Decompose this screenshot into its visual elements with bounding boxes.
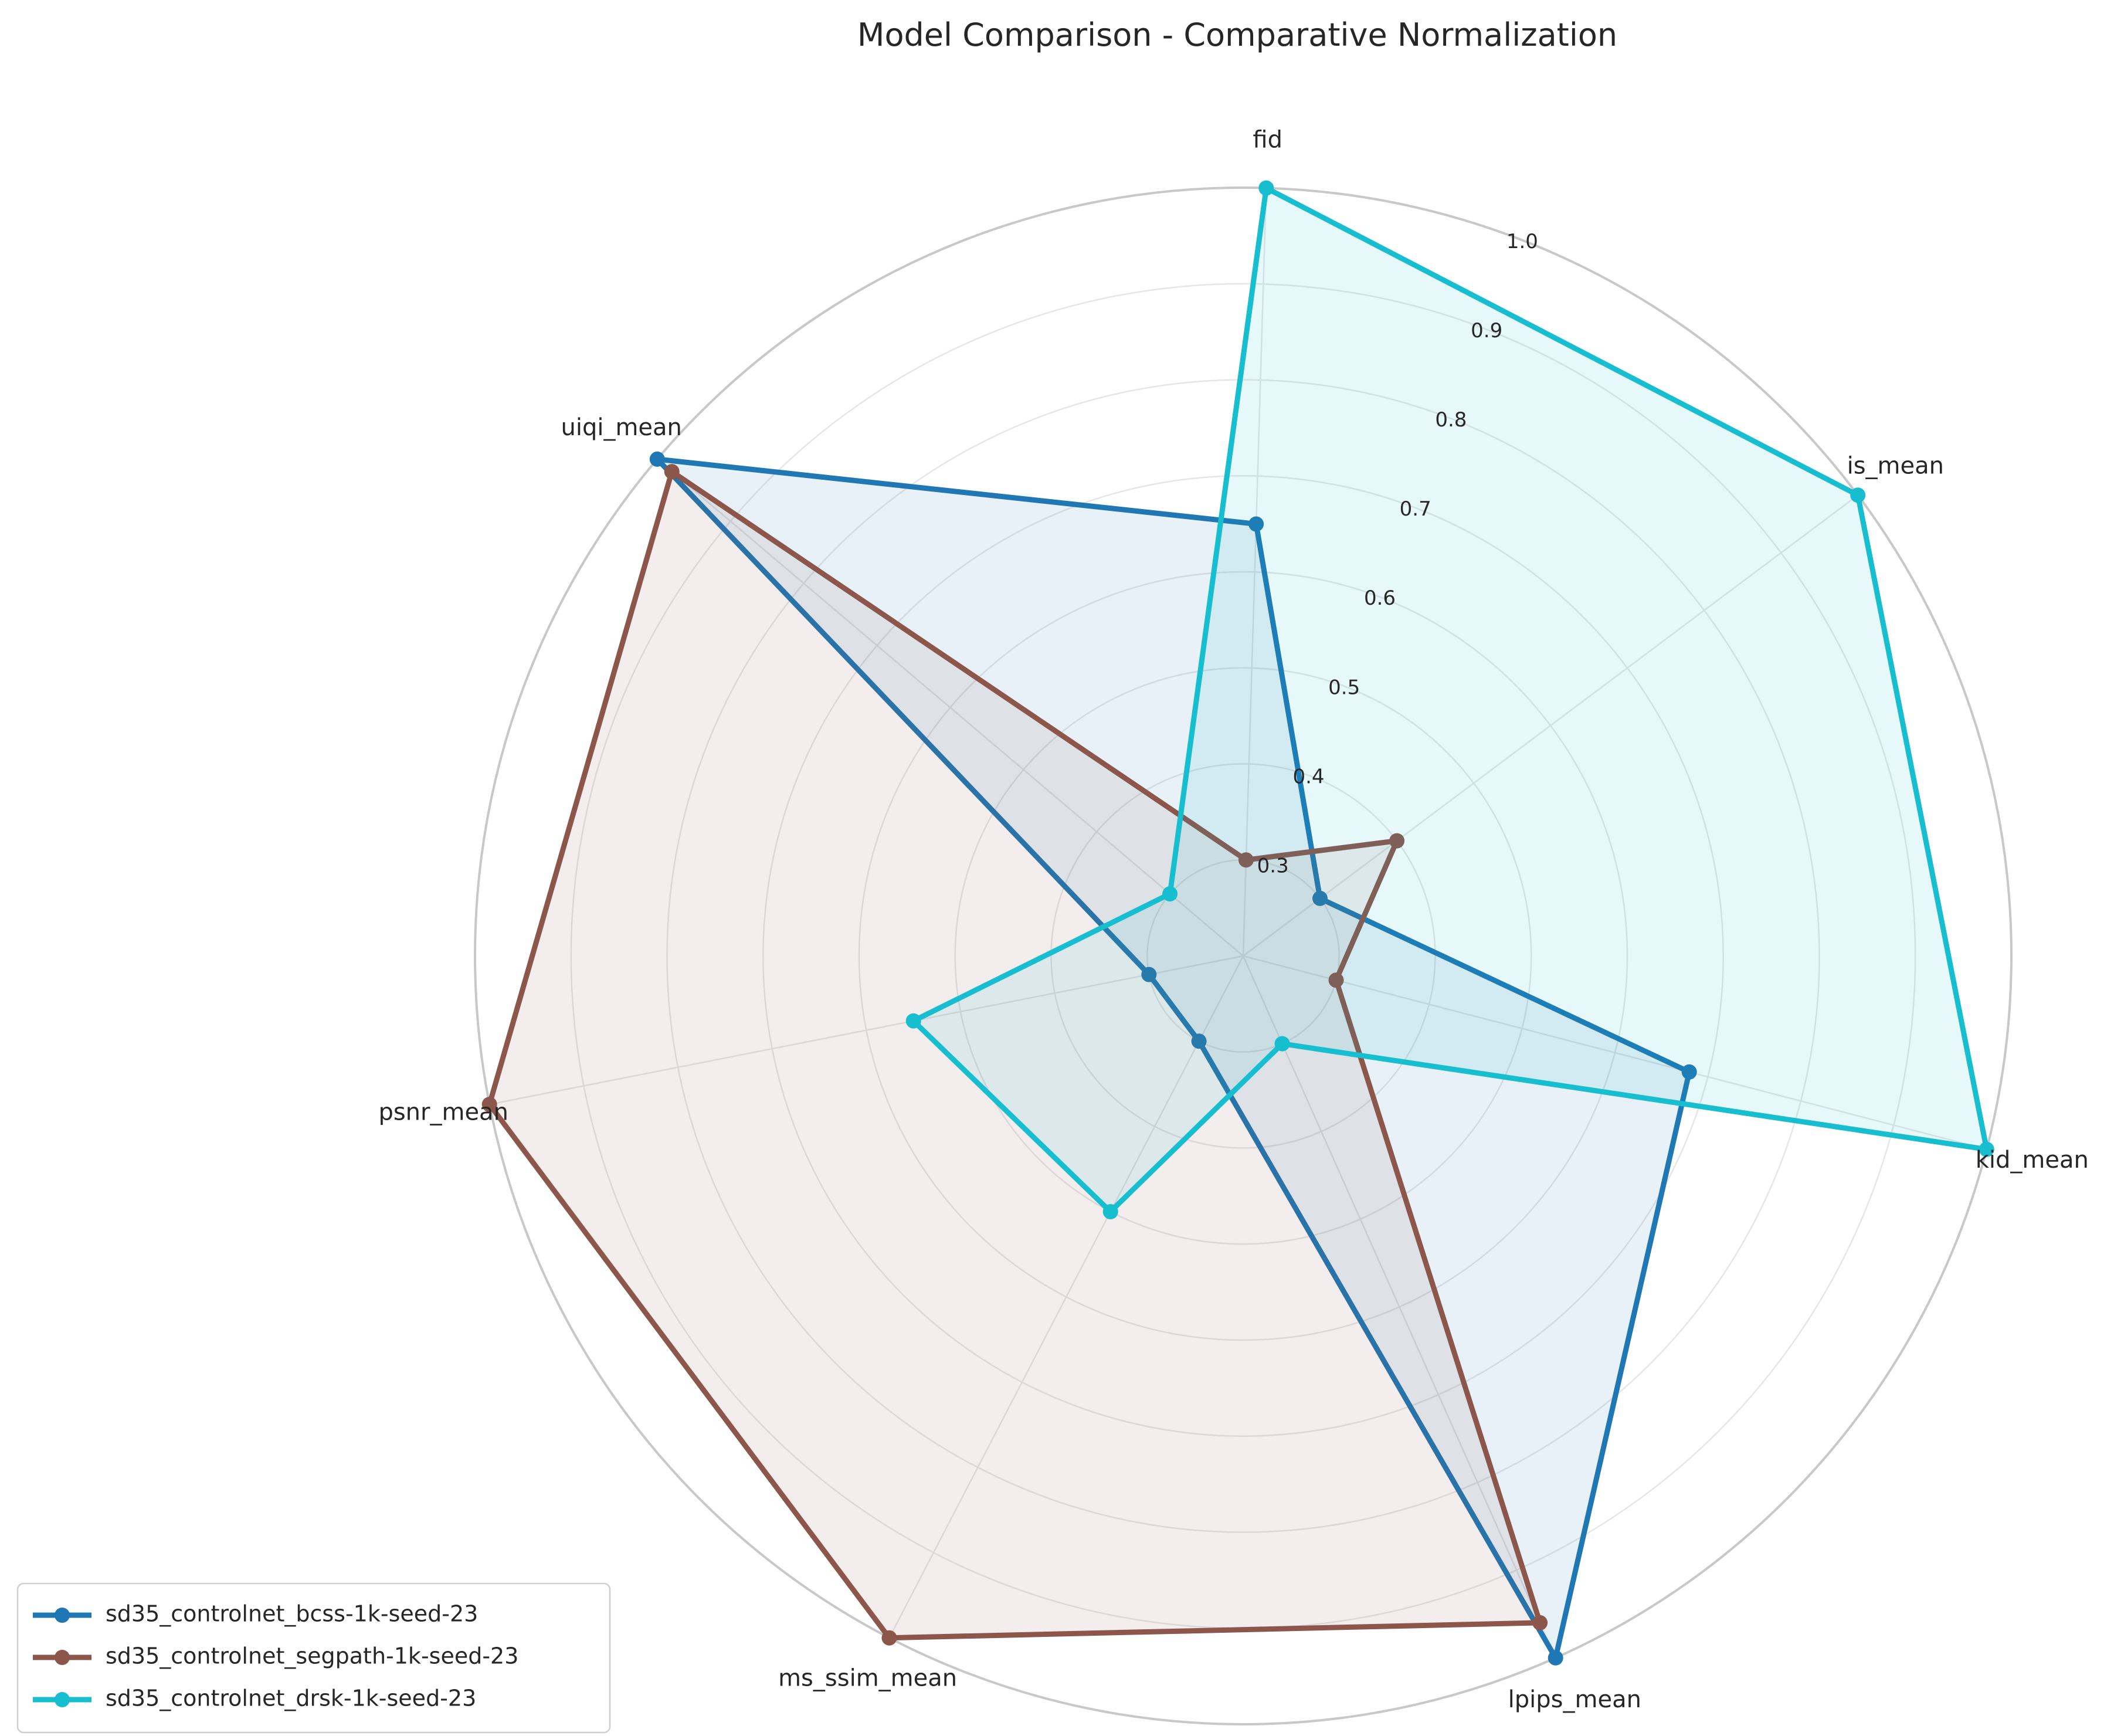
series-point xyxy=(1312,890,1328,906)
legend-entry-label: sd35_controlnet_drsk-1k-seed-23 xyxy=(106,1686,476,1711)
series-area xyxy=(913,188,1987,1212)
axis-label: kid_mean xyxy=(1976,1147,2089,1174)
axis-label: psnr_mean xyxy=(378,1099,508,1126)
series-point xyxy=(1548,1650,1563,1666)
axis-label: ms_ssim_mean xyxy=(778,1665,957,1692)
series-line xyxy=(486,467,1544,1641)
series-point xyxy=(1532,1615,1548,1630)
series-point xyxy=(1141,967,1157,982)
series-point xyxy=(1681,1064,1697,1080)
tick-label: 0.9 xyxy=(1471,319,1502,343)
grid-spoke xyxy=(1243,955,1987,1150)
grid-spoke xyxy=(489,955,1244,1106)
series-point xyxy=(1162,886,1178,902)
grid-ring xyxy=(954,667,1532,1245)
tick-label: 0.3 xyxy=(1257,854,1289,877)
grid-ring xyxy=(666,379,1820,1533)
grid-spoke xyxy=(1243,494,1858,957)
grid-ring xyxy=(858,571,1628,1341)
legend-box xyxy=(16,1582,611,1734)
series-point xyxy=(649,451,665,467)
series-point xyxy=(1389,833,1405,849)
tick-label: 0.4 xyxy=(1292,765,1324,788)
grid-spoke xyxy=(1242,188,1267,957)
legend-swatch-marker xyxy=(55,1608,70,1623)
tick-label: 0.5 xyxy=(1328,676,1360,699)
series-point xyxy=(1979,1141,1994,1157)
series-point xyxy=(1274,1036,1290,1052)
axis-label: lpips_mean xyxy=(1508,1686,1641,1713)
tick-label: 0.6 xyxy=(1364,586,1396,610)
series-area xyxy=(489,472,1540,1638)
series-point xyxy=(1248,516,1264,532)
axis-label: fid xyxy=(1253,127,1282,154)
series-area xyxy=(657,459,1689,1658)
axis-label: is_mean xyxy=(1847,452,1944,479)
grid-ring xyxy=(762,475,1724,1437)
radial-tick-labels: 0.3 0.4 0.5 0.6 0.7 0.8 0.9 1.0 xyxy=(1257,230,1538,878)
series-point xyxy=(664,464,680,480)
grid-spoke xyxy=(656,458,1244,957)
radar-grid xyxy=(474,187,2013,1725)
tick-label: 0.8 xyxy=(1435,408,1467,432)
tick-label: 0.7 xyxy=(1400,497,1431,521)
grid-spoke xyxy=(1242,955,1556,1659)
series-point xyxy=(1328,972,1344,988)
grid-ring xyxy=(474,187,2013,1725)
series-point xyxy=(1191,1033,1207,1049)
legend: sd35_controlnet_bcss-1k-seed-23 sd35_cont… xyxy=(16,1582,611,1734)
chart-title: Model Comparison - Comparative Normaliza… xyxy=(857,16,1617,53)
series-point xyxy=(481,1097,497,1113)
series-line xyxy=(650,456,1692,1665)
series-point xyxy=(1258,180,1274,196)
tick-label: 1.0 xyxy=(1506,230,1538,253)
grid-spoke xyxy=(888,955,1244,1639)
axis-label: uiqi_mean xyxy=(561,414,681,441)
legend-swatch-marker xyxy=(55,1692,70,1707)
grid-ring xyxy=(1050,763,1436,1149)
series-point xyxy=(881,1630,897,1646)
radar-series xyxy=(481,180,1994,1666)
legend-swatch-marker xyxy=(55,1650,70,1665)
series-point xyxy=(1850,487,1866,503)
series-point xyxy=(1102,1204,1118,1219)
axis-labels: fid is_mean kid_mean lpips_mean ms_ssim_mean… xyxy=(378,127,2088,1713)
legend-entry-label: sd35_controlnet_bcss-1k-seed-23 xyxy=(106,1601,478,1627)
series-line xyxy=(908,184,1990,1216)
series-point xyxy=(1238,852,1254,868)
series-point xyxy=(905,1013,921,1029)
legend-entry-label: sd35_controlnet_segpath-1k-seed-23 xyxy=(106,1643,518,1669)
